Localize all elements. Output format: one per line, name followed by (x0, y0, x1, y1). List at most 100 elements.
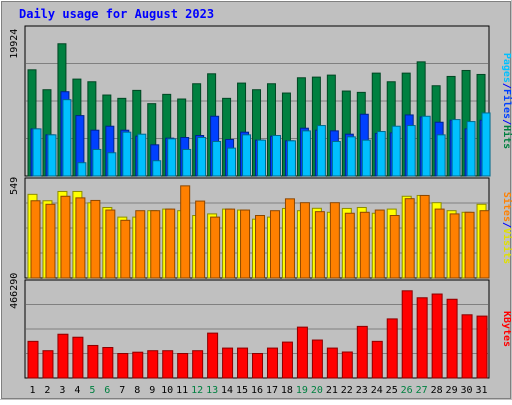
panel-visits-sites-y-tick-label: 549 (9, 177, 20, 195)
bar-kbytes-kbytes-day-24 (371, 340, 383, 379)
bar-visits-sites-sites-day-28 (434, 208, 445, 279)
bar-kbytes-kbytes-day-19 (296, 326, 308, 379)
bar-hits-files-pages-pages-day-2 (47, 134, 57, 177)
bar-visits-sites-sites-day-24 (374, 209, 385, 279)
bar-kbytes-kbytes-day-29 (446, 298, 458, 379)
bar-hits-files-pages-pages-day-12 (197, 137, 207, 177)
x-tick-label-day-26: 26 (401, 385, 413, 396)
panel-kbytes-legend: KBytes (501, 311, 512, 347)
bar-visits-sites-sites-day-31 (479, 210, 490, 279)
x-tick-label-day-10: 10 (161, 385, 173, 396)
bar-kbytes-kbytes-day-3 (57, 333, 69, 379)
bar-hits-files-pages-pages-day-8 (137, 133, 147, 177)
x-tick-label-day-16: 16 (251, 385, 263, 396)
bar-kbytes-kbytes-day-31 (476, 315, 488, 379)
legend-kbytes-part-0: KBytes (501, 311, 512, 347)
bar-hits-files-pages-pages-day-6 (107, 152, 117, 177)
bar-visits-sites-sites-day-22 (344, 212, 355, 279)
bar-visits-sites-sites-day-7 (120, 219, 131, 279)
bar-hits-files-pages-pages-day-24 (376, 131, 386, 177)
x-tick-label-day-11: 11 (176, 385, 188, 396)
bar-kbytes-kbytes-day-14 (222, 347, 234, 379)
x-tick-label-day-3: 3 (59, 385, 65, 396)
x-tick-label-day-13: 13 (206, 385, 218, 396)
panel-hits-files-pages-legend: Pages/Files/Hits (501, 53, 512, 149)
bar-kbytes-kbytes-day-4 (72, 336, 84, 379)
bar-hits-files-pages-pages-day-20 (316, 125, 326, 177)
x-tick-label-day-29: 29 (446, 385, 458, 396)
x-tick-label-day-2: 2 (44, 385, 50, 396)
legend-visits-sites-part-0: Sites (501, 192, 512, 222)
legend-hits-files-pages-part-1: / (501, 83, 512, 89)
bar-visits-sites-sites-day-18 (284, 198, 295, 279)
bar-kbytes-kbytes-day-12 (192, 350, 204, 379)
bar-visits-sites-sites-day-23 (359, 211, 370, 279)
bar-visits-sites-sites-day-8 (135, 210, 146, 279)
bar-visits-sites-sites-day-20 (314, 211, 325, 279)
bar-hits-files-pages-pages-day-5 (92, 148, 102, 177)
bar-hits-files-pages-pages-day-31 (481, 112, 491, 177)
bar-visits-sites-sites-day-29 (449, 213, 460, 279)
bar-visits-sites-sites-day-13 (210, 216, 221, 279)
bar-visits-sites-sites-day-2 (45, 203, 56, 279)
bar-kbytes-kbytes-day-9 (147, 350, 159, 379)
x-tick-label-day-15: 15 (236, 385, 248, 396)
bar-visits-sites-sites-day-11 (180, 185, 191, 279)
panel-hits-files-pages-y-tick-label: 19924 (9, 29, 20, 59)
x-tick-label-day-12: 12 (191, 385, 203, 396)
bar-visits-sites-sites-day-19 (299, 202, 310, 279)
bar-hits-files-pages-pages-day-26 (406, 125, 416, 177)
bar-visits-sites-sites-day-27 (419, 194, 430, 279)
bar-hits-files-pages-pages-day-23 (361, 139, 371, 177)
bar-kbytes-kbytes-day-13 (207, 332, 219, 379)
bar-kbytes-kbytes-day-1 (27, 340, 39, 379)
x-tick-label-day-17: 17 (266, 385, 278, 396)
bar-hits-files-pages-pages-day-21 (331, 140, 341, 177)
x-tick-label-day-31: 31 (475, 385, 487, 396)
bar-hits-files-pages-pages-day-9 (152, 160, 162, 177)
bar-kbytes-kbytes-day-2 (42, 350, 54, 379)
bar-visits-sites-sites-day-21 (329, 202, 340, 279)
bar-visits-sites-sites-day-10 (165, 208, 176, 279)
panels: 19924Pages/Files/Hits549Sites/Visits4662… (9, 25, 512, 379)
bar-hits-files-pages-pages-day-25 (391, 125, 401, 177)
bar-kbytes-kbytes-day-23 (356, 325, 368, 379)
bar-kbytes-kbytes-day-27 (416, 297, 428, 379)
bar-hits-files-pages-pages-day-30 (466, 121, 476, 177)
bar-kbytes-kbytes-day-18 (281, 341, 293, 379)
bar-hits-files-pages-pages-day-1 (32, 128, 42, 177)
bar-hits-files-pages-pages-day-11 (182, 148, 192, 177)
bar-visits-sites-sites-day-17 (269, 210, 280, 279)
bar-visits-sites-sites-day-15 (240, 209, 251, 279)
bar-kbytes-kbytes-day-8 (132, 351, 144, 379)
legend-hits-files-pages-part-3: / (501, 119, 512, 125)
bar-hits-files-pages-pages-day-22 (346, 136, 356, 177)
bar-kbytes-kbytes-day-10 (162, 350, 174, 379)
bar-kbytes-kbytes-day-6 (102, 347, 114, 379)
bar-kbytes-kbytes-day-22 (341, 351, 353, 379)
bar-hits-files-pages-pages-day-14 (227, 147, 237, 177)
legend-visits-sites-part-2: Visits (501, 228, 512, 264)
legend-visits-sites-part-1: / (501, 222, 512, 228)
bar-kbytes-kbytes-day-7 (117, 353, 129, 379)
x-tick-label-day-25: 25 (386, 385, 398, 396)
x-tick-label-day-8: 8 (134, 385, 140, 396)
x-tick-label-day-19: 19 (296, 385, 308, 396)
bar-kbytes-kbytes-day-26 (401, 290, 413, 379)
bar-visits-sites-sites-day-16 (255, 215, 266, 279)
x-tick-label-day-18: 18 (281, 385, 293, 396)
legend-hits-files-pages-part-2: Files (501, 89, 512, 119)
bar-kbytes-kbytes-day-11 (177, 353, 189, 379)
x-tick-label-day-30: 30 (461, 385, 473, 396)
bar-visits-sites-sites-day-4 (75, 197, 86, 279)
bar-kbytes-kbytes-day-15 (237, 347, 249, 379)
bar-hits-files-pages-pages-day-15 (242, 134, 252, 177)
x-tick-label-day-14: 14 (221, 385, 233, 396)
bar-kbytes-kbytes-day-28 (431, 293, 443, 379)
bar-hits-files-pages-pages-day-19 (301, 130, 311, 177)
x-tick-label-day-1: 1 (29, 385, 35, 396)
bar-hits-files-pages-pages-day-7 (122, 131, 132, 177)
bar-kbytes-kbytes-day-16 (252, 353, 264, 379)
x-tick-label-day-20: 20 (311, 385, 323, 396)
